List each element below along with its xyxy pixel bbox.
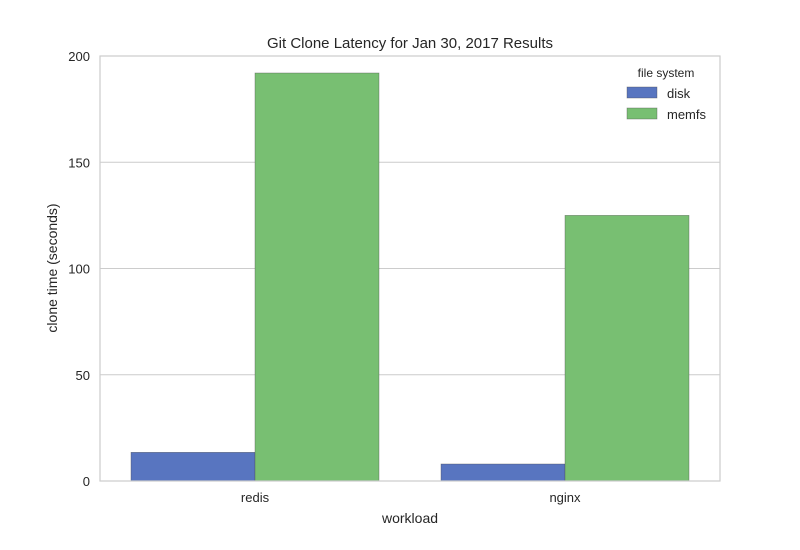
x-axis-ticks: redis nginx xyxy=(241,490,581,505)
legend-swatch-memfs xyxy=(626,107,658,120)
y-axis-ticks: 0 50 100 150 200 xyxy=(68,49,90,489)
legend-swatch-disk xyxy=(626,86,658,99)
chart-title: Git Clone Latency for Jan 30, 2017 Resul… xyxy=(267,35,553,52)
x-axis-label: workload xyxy=(381,510,438,526)
y-tick-label: 100 xyxy=(68,262,90,277)
bar-disk-redis xyxy=(130,452,256,482)
legend: file system disk memfs xyxy=(626,66,707,122)
y-tick-label: 150 xyxy=(68,155,90,170)
legend-label-disk: disk xyxy=(667,86,691,101)
y-tick-label: 50 xyxy=(76,368,90,383)
bar-disk-nginx xyxy=(440,463,566,482)
y-axis-label: clone time (seconds) xyxy=(44,203,60,332)
bar-memfs-nginx xyxy=(564,215,690,482)
x-tick-label: nginx xyxy=(549,490,581,505)
legend-label-memfs: memfs xyxy=(667,107,707,122)
legend-items: disk memfs xyxy=(626,86,707,122)
bars xyxy=(130,72,690,482)
legend-title: file system xyxy=(638,66,695,80)
y-tick-label: 200 xyxy=(68,49,90,64)
plot-frame xyxy=(99,55,721,482)
x-tick-label: redis xyxy=(241,490,270,505)
bar-memfs-redis xyxy=(254,72,380,482)
y-tick-label: 0 xyxy=(83,474,90,489)
